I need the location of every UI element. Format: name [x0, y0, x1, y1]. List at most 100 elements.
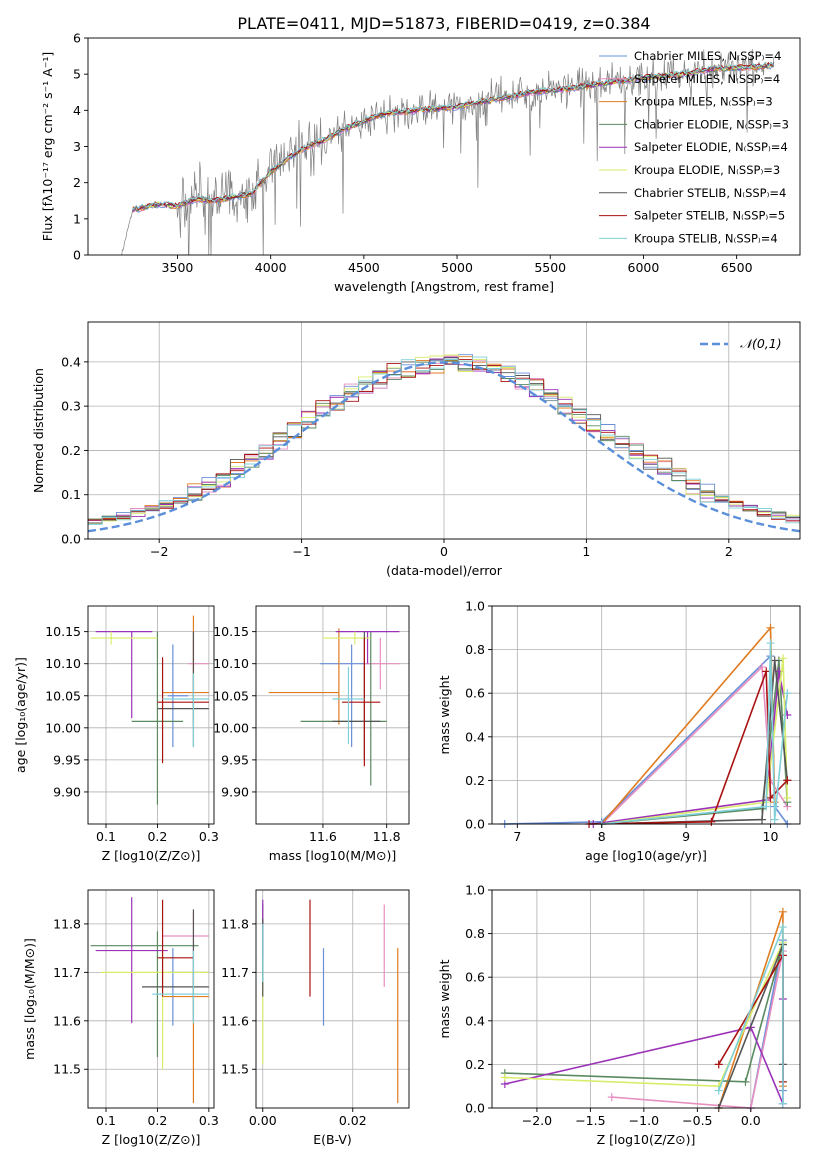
y-tick-label: 0.4 — [465, 1013, 485, 1028]
point-marker — [766, 623, 775, 632]
y-axis-label: mass weight — [437, 675, 452, 754]
point-marker — [762, 802, 771, 811]
axes-frame — [491, 889, 801, 1109]
y-tick-label: 11.8 — [221, 916, 249, 931]
x-axis-label: Z [log10(Z/Z⊙)] — [597, 1132, 696, 1147]
point-marker — [766, 639, 775, 648]
x-axis-label: age [log10(age/yr)] — [585, 848, 707, 863]
legend-entry: Salpeter STELIB, N₍SSP₎=5 — [634, 209, 785, 223]
x-tick-label: 10 — [763, 829, 779, 844]
axes-frame — [255, 605, 410, 825]
x-axis-label: E(B-V) — [313, 1132, 352, 1147]
y-tick-label: 11.5 — [53, 1062, 81, 1077]
y-tick-label: 0.3 — [61, 399, 81, 414]
axes-frame — [255, 889, 410, 1109]
point-marker — [779, 654, 788, 663]
x-tick-label: 0 — [440, 544, 448, 559]
y-tick-label: 0.0 — [61, 532, 81, 547]
point-marker — [762, 667, 771, 676]
y-tick-label: 10.15 — [213, 624, 249, 639]
mass-weight-vs-age-panel: 7 8 9 10 0.0 0.2 0.4 0.6 0.8 1.0 age [log10(age/yr… — [437, 599, 801, 863]
point-marker — [758, 663, 767, 672]
point-marker — [500, 1073, 509, 1082]
point-marker — [741, 1077, 750, 1086]
x-tick-label: 0.1 — [96, 1113, 116, 1128]
x-tick-label: 4500 — [348, 260, 380, 275]
legend-entry: Chabrier STELIB, N₍SSP₎=4 — [634, 186, 786, 200]
legend-entry: Kroupa MILES, N₍SSP₎=3 — [634, 95, 773, 109]
y-tick-label: 10.10 — [45, 656, 81, 671]
x-tick-label: 0.02 — [339, 1113, 367, 1128]
x-tick-label: −2.0 — [522, 1113, 552, 1128]
y-tick-label: 0 — [73, 248, 81, 263]
spectrum-panel: 3500 4000 4500 5000 5500 6000 6500 0 1 2 3 4 5 6 wavel… — [40, 31, 801, 294]
y-axis-label: mass [log₁₀(M/M⊙)] — [22, 938, 37, 1060]
x-tick-label: 7 — [513, 829, 521, 844]
x-tick-label: 0.0 — [741, 1113, 761, 1128]
x-tick-label: 0.2 — [147, 829, 167, 844]
series-line — [504, 654, 788, 825]
x-tick-label: 0.1 — [96, 829, 116, 844]
x-tick-label: 0.3 — [199, 829, 219, 844]
y-tick-label: 1.0 — [465, 599, 485, 614]
y-tick-label: 0.2 — [465, 773, 485, 788]
y-tick-label: 0.8 — [465, 926, 485, 941]
x-tick-label: 9 — [682, 829, 690, 844]
legend-entry: Salpeter ELODIE, N₍SSP₎=4 — [634, 140, 788, 154]
y-tick-label: 4 — [73, 103, 81, 118]
x-tick-label: −1 — [292, 544, 310, 559]
y-tick-label: 10.05 — [213, 688, 249, 703]
normal-curve-line — [87, 361, 801, 533]
x-tick-label: 1 — [582, 544, 590, 559]
x-tick-label: 11.8 — [373, 829, 401, 844]
y-tick-label: 2 — [73, 175, 81, 190]
histogram-series — [88, 356, 800, 527]
x-tick-label: 3500 — [162, 260, 194, 275]
legend-entry: Chabrier ELODIE, N₍SSP₎=3 — [634, 117, 789, 131]
y-tick-label: 3 — [73, 139, 81, 154]
x-axis-label: mass [log10(M/M⊙)] — [269, 848, 397, 863]
y-tick-label: 11.6 — [53, 1013, 81, 1028]
mass-vs-ebv-panel: 0.00 0.02 11.5 11.6 11.7 11.8 E(B-V) — [221, 889, 410, 1147]
histogram-series — [88, 356, 800, 528]
series-line — [601, 625, 776, 825]
y-tick-label: 9.95 — [53, 752, 81, 767]
y-tick-label: 1 — [73, 211, 81, 226]
legend-entry: 𝒩(0,1) — [740, 336, 782, 351]
y-tick-label: 0.8 — [465, 642, 485, 657]
histogram-series — [88, 357, 800, 526]
y-tick-label: 10.05 — [45, 688, 81, 703]
point-marker — [783, 793, 792, 802]
histogram-series — [88, 354, 800, 525]
y-tick-label: 9.90 — [53, 784, 81, 799]
x-tick-label: 4000 — [255, 260, 287, 275]
point-marker — [607, 1093, 616, 1102]
y-axis-label: mass weight — [437, 959, 452, 1038]
point-marker — [783, 776, 792, 785]
mass-vs-metallicity-panel: 0.1 0.2 0.3 11.5 11.6 11.7 11.8 Z [log10(Z/Z⊙)]… — [22, 889, 219, 1147]
point-marker — [714, 1086, 723, 1095]
mass-weight-vs-metallicity-panel: −2.0 −1.5 −1.0 −0.5 0.0 0.0 0.2 0.4 0.6 0.8 1.0 Z [… — [437, 883, 801, 1147]
figure-title: PLATE=0411, MJD=51873, FIBERID=0419, z=0… — [237, 14, 650, 33]
y-tick-label: 9.90 — [221, 784, 249, 799]
point-marker — [766, 793, 775, 802]
x-tick-label: 11.6 — [309, 829, 337, 844]
age-vs-mass-panel: 11.6 11.8 9.90 9.95 10.00 10.05 10.10 10.15 mass… — [213, 605, 410, 863]
x-tick-label: 6000 — [628, 260, 660, 275]
x-tick-label: 6500 — [721, 260, 753, 275]
y-tick-label: 11.7 — [53, 965, 81, 980]
histogram-series — [88, 354, 800, 525]
x-tick-label: 0.00 — [249, 1113, 277, 1128]
legend-entry: Kroupa ELODIE, N₍SSP₎=3 — [634, 163, 780, 177]
y-tick-label: 10.10 — [213, 656, 249, 671]
x-tick-label: 0.3 — [199, 1113, 219, 1128]
x-axis-label: wavelength [Angstrom, rest frame] — [334, 279, 554, 294]
y-tick-label: 5 — [73, 67, 81, 82]
residuals-histogram-panel: −2 −1 0 1 2 0.0 0.1 0.2 0.3 0.4 (data-model)/error… — [31, 321, 801, 578]
y-tick-label: 11.6 — [221, 1013, 249, 1028]
point-marker — [778, 1099, 787, 1108]
legend-entry: Kroupa STELIB, N₍SSP₎=4 — [634, 231, 778, 245]
x-tick-label: 0.2 — [147, 1113, 167, 1128]
y-axis-label: Normed distribution — [31, 368, 46, 493]
point-marker — [783, 689, 792, 698]
